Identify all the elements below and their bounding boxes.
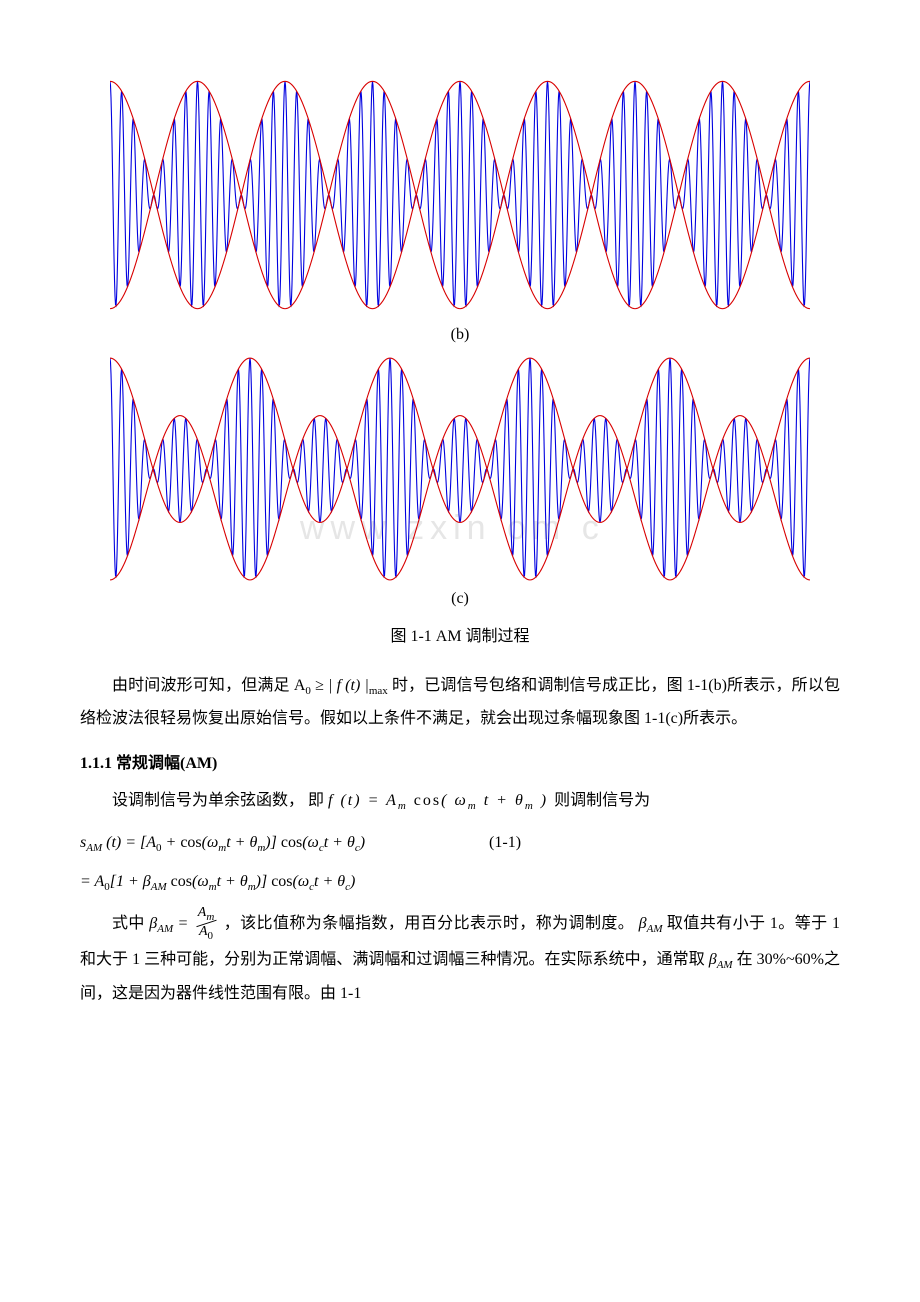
figure-letter-c: (c) xyxy=(80,590,840,608)
math-beta-def: βAM = Am A0 xyxy=(149,915,223,932)
p3-text-b: ，该比值称为条幅指数，用百分比表示时，称为调制度。 xyxy=(224,915,635,932)
figure-c: www zxin om c xyxy=(110,354,810,584)
p3-text-a: 式中 xyxy=(112,915,149,932)
equation-number: (1-1) xyxy=(489,825,521,860)
equation-1: sAM (t) = [A0 + cos(ωmt + θm)] cos(ωct +… xyxy=(80,825,840,860)
paragraph-2: 设调制信号为单余弦函数， 即 f (t) = Am cos( ωm t + θm… xyxy=(80,783,840,818)
math-beta-2: βAM xyxy=(709,951,733,968)
paragraph-3: 式中 βAM = Am A0 ，该比值称为条幅指数，用百分比表示时，称为调制度。… xyxy=(80,906,840,1010)
am-waveform-c xyxy=(110,354,810,584)
p2-text-b: 则调制信号为 xyxy=(554,792,650,809)
section-heading: 1.1.1 常规调幅(AM) xyxy=(80,749,840,773)
math-beta-1: βAM xyxy=(639,915,663,932)
p2-text-a: 设调制信号为单余弦函数， 即 xyxy=(112,792,328,809)
figure-b xyxy=(110,70,810,320)
figure-letter-b: (b) xyxy=(80,326,840,344)
math-cond: A0 ≥ | f (t) |max xyxy=(294,677,392,694)
am-waveform-b xyxy=(110,70,810,320)
equation-2: = A0[1 + βAM cos(ωmt + θm)] cos(ωct + θc… xyxy=(80,864,840,899)
figure-caption: 图 1-1 AM 调制过程 xyxy=(80,622,840,646)
paragraph-1: 由时间波形可知，但满足 A0 ≥ | f (t) |max 时，已调信号包络和调… xyxy=(80,668,840,735)
math-ft: f (t) = Am cos( ωm t + θm ) xyxy=(328,792,554,809)
p1-text-a: 由时间波形可知，但满足 xyxy=(112,677,294,694)
